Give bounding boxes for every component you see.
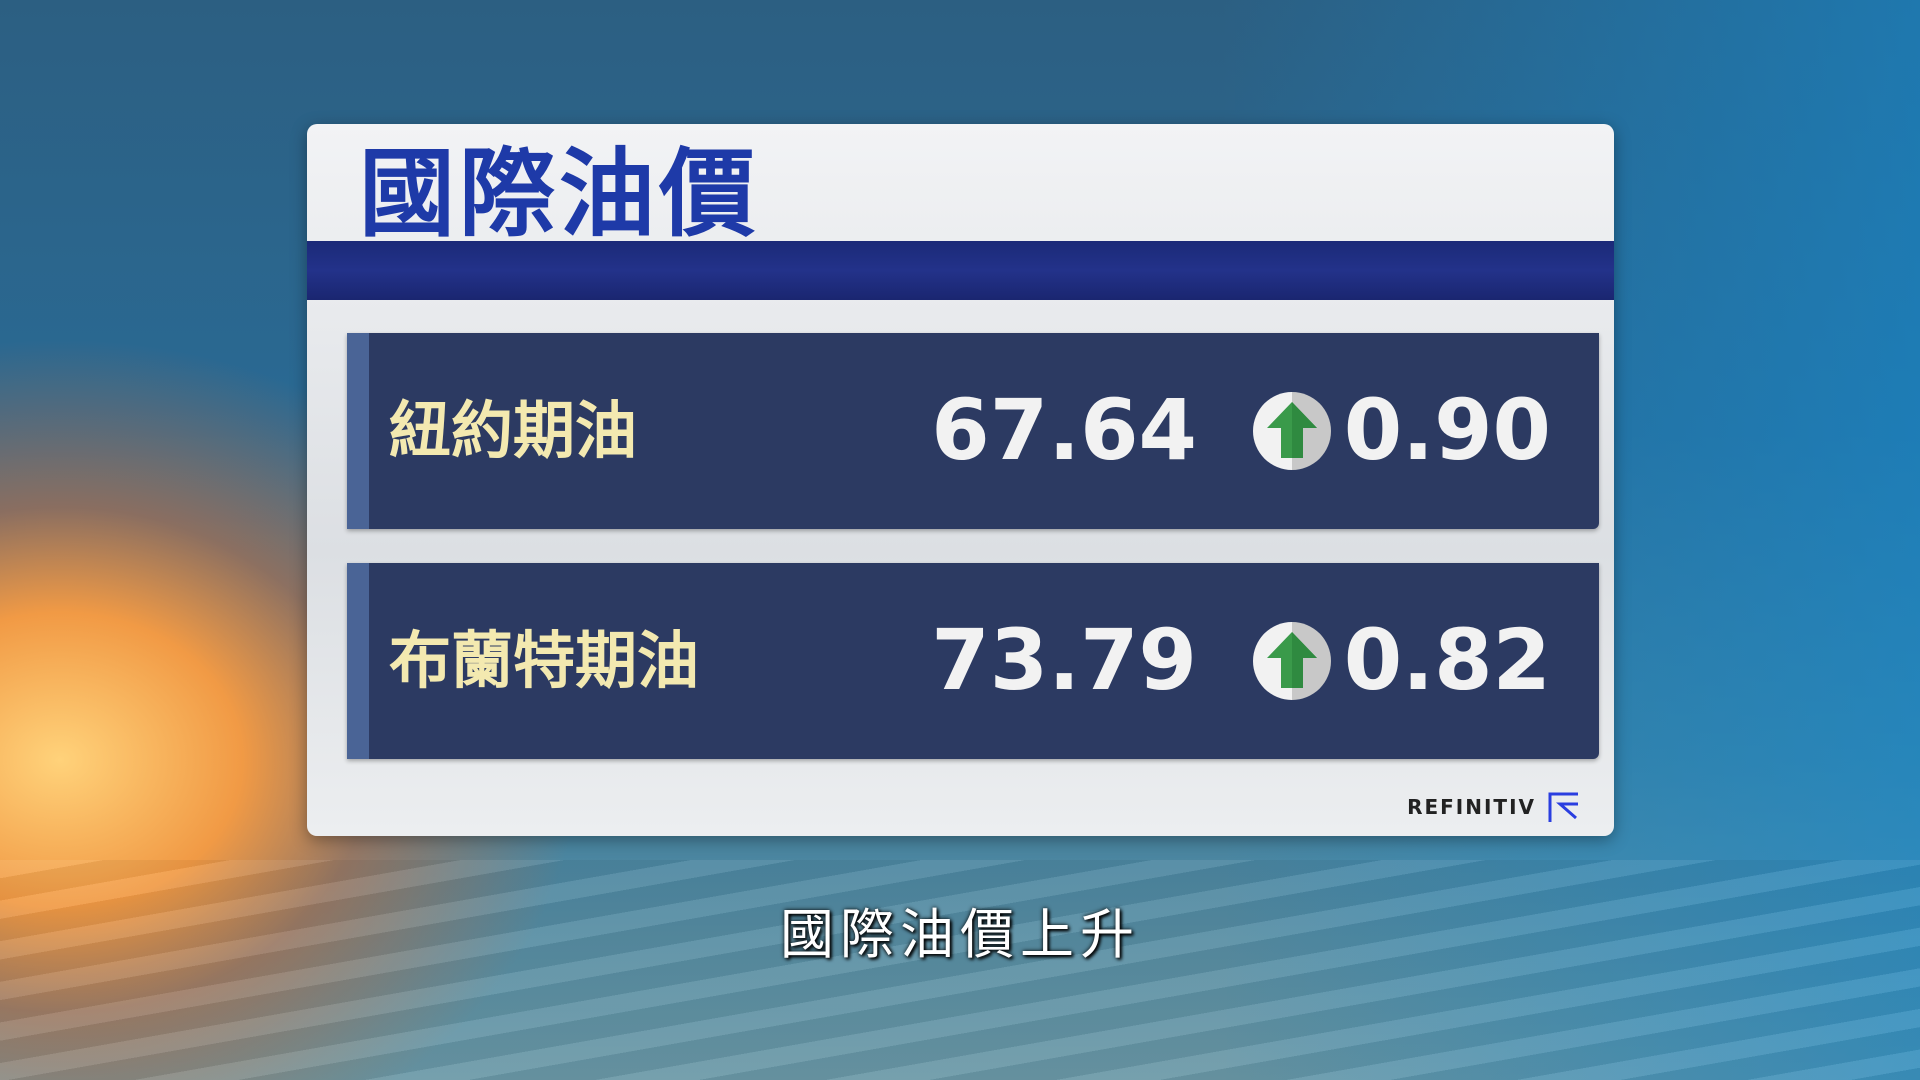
refinitiv-mark-icon bbox=[1548, 792, 1578, 822]
price-row-brent: 布蘭特期油 73.79 0.82 bbox=[347, 563, 1599, 759]
price-row-nymex: 紐約期油 67.64 0.90 bbox=[347, 333, 1599, 529]
refinitiv-logo: REFINITIV bbox=[1407, 792, 1580, 822]
background-floor bbox=[0, 860, 1920, 1080]
up-arrow-icon bbox=[1253, 622, 1331, 700]
panel-title: 國際油價 bbox=[359, 138, 759, 250]
row-label: 紐約期油 bbox=[389, 394, 638, 467]
up-arrow-icon bbox=[1253, 392, 1331, 470]
row-label: 布蘭特期油 bbox=[389, 624, 700, 697]
title-bar bbox=[307, 241, 1614, 300]
subtitle-caption: 國際油價上升 bbox=[780, 903, 1140, 966]
row-price: 67.64 bbox=[931, 381, 1197, 479]
row-price: 73.79 bbox=[931, 611, 1197, 709]
oil-price-panel: 國際油價 紐約期油 67.64 0.90 布蘭特期油 73.79 0.82 RE… bbox=[307, 124, 1614, 836]
row-change: 0.90 bbox=[1343, 381, 1551, 479]
source-text: REFINITIV bbox=[1407, 795, 1536, 819]
row-change: 0.82 bbox=[1343, 611, 1551, 709]
